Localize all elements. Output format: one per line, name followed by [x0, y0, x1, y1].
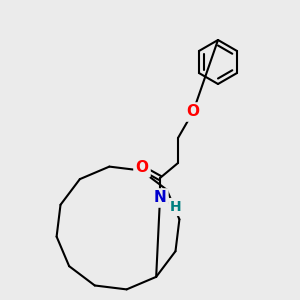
Text: N: N	[154, 190, 166, 206]
Text: O: O	[136, 160, 148, 175]
Text: O: O	[187, 104, 200, 119]
Text: H: H	[170, 200, 182, 214]
